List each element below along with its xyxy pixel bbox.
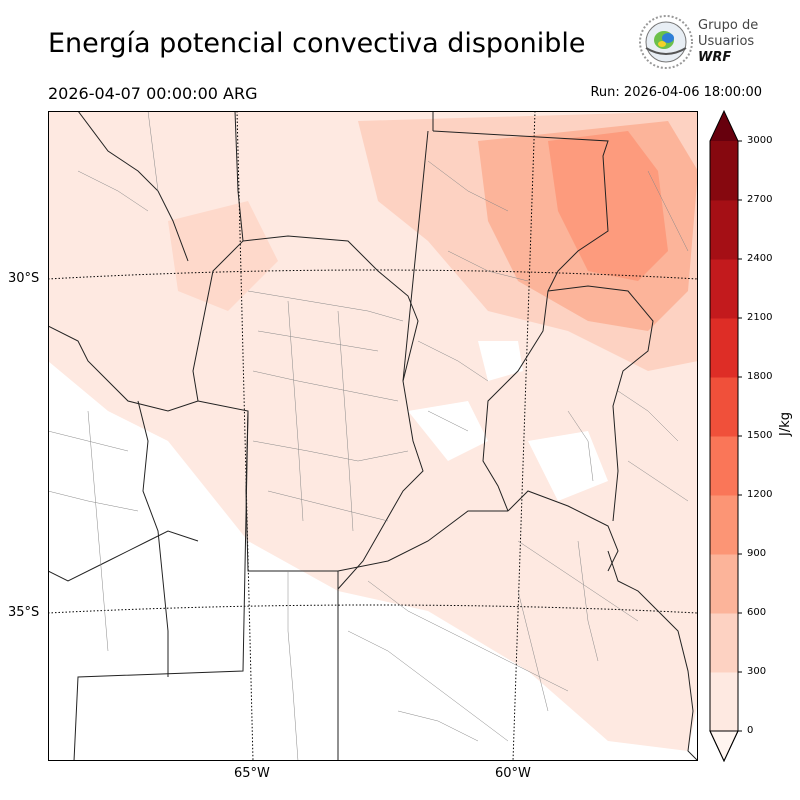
lon-label-65w: 65°W xyxy=(234,766,270,781)
colorbar-over-arrow xyxy=(710,111,738,141)
logo-line-2: Usuarios xyxy=(698,34,755,49)
lat-label-30s: 30°S xyxy=(8,271,40,286)
cape-map xyxy=(48,111,698,761)
colorbar-tick: 900 xyxy=(747,548,767,559)
colorbar-unit-label: J/kg xyxy=(778,412,793,436)
lon-label-60w: 60°W xyxy=(495,766,531,781)
colorbar-tick: 600 xyxy=(747,607,767,618)
colorbar-bin xyxy=(710,554,738,614)
colorbar-bin xyxy=(710,672,738,732)
coastline xyxy=(607,550,698,761)
cape-shading xyxy=(48,111,698,751)
page-title: Energía potencial convectiva disponible xyxy=(48,28,586,59)
colorbar-tick: 3000 xyxy=(747,135,773,146)
colorbar-bin xyxy=(710,613,738,673)
valid-time: 2026-04-07 00:00:00 ARG xyxy=(48,84,258,103)
colorbar-tick: 2100 xyxy=(747,312,773,323)
colorbar-tick: 2700 xyxy=(747,194,773,205)
province-boundaries xyxy=(48,111,654,761)
colorbar-tick: 300 xyxy=(747,666,767,677)
colorbar-bin xyxy=(710,495,738,555)
lat-label-35s: 35°S xyxy=(8,605,40,620)
colorbar-bin xyxy=(710,200,738,260)
colorbar-tick: 1800 xyxy=(747,371,773,382)
graticule xyxy=(48,111,698,761)
department-boundaries xyxy=(48,111,689,761)
logo-line-1: Grupo de xyxy=(698,18,759,33)
colorbar-tick: 2400 xyxy=(747,253,773,264)
colorbar-bin xyxy=(710,259,738,319)
globe-icon xyxy=(639,15,693,69)
run-time: Run: 2026-04-06 18:00:00 xyxy=(590,85,762,100)
colorbar-under-arrow xyxy=(709,730,739,763)
colorbar-tick: 1200 xyxy=(747,489,773,500)
colorbar xyxy=(709,109,742,763)
colorbar-bin xyxy=(710,141,738,201)
wrf-logo: Grupo de Usuarios WRF xyxy=(638,14,768,76)
colorbar-bin xyxy=(710,436,738,496)
colorbar-tick: 0 xyxy=(747,725,754,736)
logo-line-3: WRF xyxy=(698,50,732,65)
colorbar-bin xyxy=(710,377,738,437)
colorbar-tick: 1500 xyxy=(747,430,773,441)
colorbar-bin xyxy=(710,318,738,378)
